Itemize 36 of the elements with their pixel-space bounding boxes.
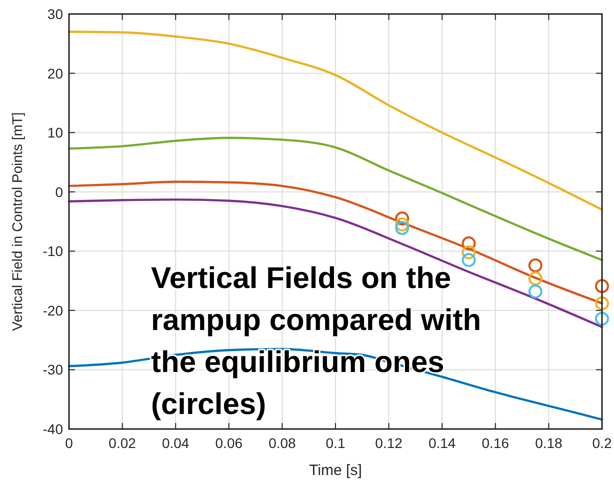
x-tick-label: 0.1 [326, 435, 346, 451]
y-tick-label: -30 [42, 362, 64, 378]
point [395, 217, 410, 232]
point [528, 271, 542, 286]
point [395, 212, 410, 226]
point [528, 258, 542, 272]
y-tick-label: -10 [42, 243, 64, 260]
y-tick-label: -20 [42, 302, 64, 318]
x-tick-label: 0.06 [215, 435, 243, 451]
x-tick-label: 0.12 [375, 435, 403, 451]
point [595, 296, 609, 310]
x-tick-label: 0.14 [428, 435, 456, 451]
point [528, 284, 542, 298]
line-series [68, 136, 604, 262]
x-tick-label: 0.16 [482, 435, 510, 451]
x-tick-label: 0.04 [162, 435, 190, 451]
y-tick-label: -40 [42, 421, 64, 437]
point [462, 245, 476, 260]
x-tick-label: 0.2 [592, 435, 612, 451]
y-tick-label: 10 [47, 124, 64, 141]
point [462, 253, 476, 268]
point [395, 221, 410, 236]
point [595, 279, 609, 294]
x-tick-label: 0.08 [268, 435, 296, 451]
y-tick-label: 20 [47, 65, 64, 82]
x-tick-label: 0 [65, 435, 74, 451]
y-axis-title: Vertical Field in Control Points [mT] [9, 112, 25, 331]
y-tick-label: 30 [47, 6, 64, 22]
x-tick-label: 0.02 [108, 435, 136, 451]
point [462, 236, 476, 250]
y-tick-label: 0 [55, 184, 64, 200]
x-tick-label: 0.18 [535, 435, 563, 451]
point [595, 312, 609, 326]
line-series [68, 30, 604, 211]
line-series [68, 348, 604, 421]
x-axis-title: Time [s] [309, 462, 362, 479]
